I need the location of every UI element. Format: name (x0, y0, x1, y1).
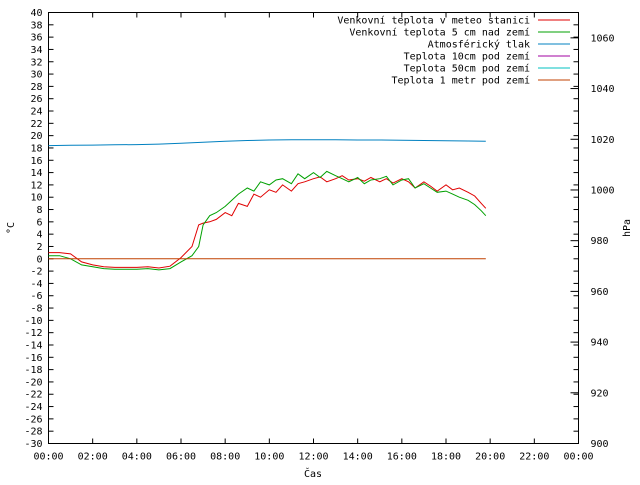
y-tick-label: -22 (24, 390, 42, 401)
y-tick-label: -20 (24, 377, 42, 388)
x-tick-label: 06:00 (166, 452, 196, 463)
x-tick-label: 10:00 (254, 452, 284, 463)
x-tick-label: 12:00 (298, 452, 328, 463)
y-tick-label: -8 (30, 304, 42, 315)
y2-tick-label: 1020 (591, 135, 615, 146)
series-line-venkovni-teplota-v-meteo-stanici (48, 175, 487, 269)
x-tick-label: 00:00 (563, 452, 593, 463)
series-line-atmosfericky-tlak (48, 139, 486, 147)
y-tick-label: 28 (30, 82, 42, 93)
y-tick-label: 40 (30, 8, 42, 19)
y2-tick-label: 920 (591, 388, 609, 399)
x-axis-label: Čas (304, 467, 322, 480)
y-tick-label: -6 (30, 291, 42, 302)
y-tick-label: -18 (24, 365, 42, 376)
y-tick-label: 38 (30, 20, 42, 31)
y2-tick-label: 960 (591, 287, 609, 298)
y-tick-label: -16 (24, 353, 42, 364)
y2-tick-label: 980 (591, 236, 609, 247)
legend-label: Venkovní teplota 5 cm nad zemí (349, 27, 530, 39)
x-tick-label: 20:00 (475, 452, 505, 463)
legend-label: Atmosférický tlak (428, 39, 530, 51)
legend-label: Venkovní teplota v meteo stanici (337, 15, 530, 27)
y2-axis: 900 920 940 960 980 1000 1020 1040 1060 (570, 33, 615, 450)
x-tick-label: 18:00 (431, 452, 461, 463)
y-tick-label: 18 (30, 143, 42, 154)
series-lines (48, 139, 487, 271)
y-tick-label: 8 (36, 205, 42, 216)
x-tick-label: 22:00 (519, 452, 549, 463)
series-line-venkovni-teplota-5-cm-nad-zemi (48, 170, 487, 271)
y-tick-label: -28 (24, 427, 42, 438)
x-tick-label: 02:00 (78, 452, 108, 463)
y-tick-label: 34 (30, 45, 42, 56)
y-tick-label: 24 (30, 107, 42, 118)
x-tick-label: 00:00 (33, 452, 63, 463)
y-tick-label: -10 (24, 316, 42, 327)
y-tick-label: -14 (24, 340, 42, 351)
x-tick-label: 14:00 (343, 452, 373, 463)
y-tick-label: -4 (30, 279, 42, 290)
y-tick-label: -12 (24, 328, 42, 339)
x-tick-label: 16:00 (387, 452, 417, 463)
y2-tick-label: 1060 (591, 33, 615, 44)
legend-label: Teplota 1 metr pod zemí (392, 75, 530, 87)
y-tick-label: 2 (36, 242, 42, 253)
y-tick-label: 26 (30, 94, 42, 105)
y-tick-label: 22 (30, 119, 42, 130)
y-tick-label: 16 (30, 156, 42, 167)
legend: Venkovní teplota v meteo staniciVenkovní… (337, 15, 570, 87)
y-tick-label: 14 (30, 168, 42, 179)
y2-tick-label: 1000 (591, 185, 615, 196)
y-axis: -30-28-26-24-22-20-18-16-14-12-10-8-6-4-… (24, 8, 579, 450)
legend-label: Teplota 50cm pod zemí (404, 63, 530, 75)
y-tick-label: 20 (30, 131, 42, 142)
legend-label: Teplota 10cm pod zemí (404, 51, 530, 63)
x-tick-label: 04:00 (122, 452, 152, 463)
y-tick-label: -30 (24, 439, 42, 450)
y-tick-label: 4 (36, 230, 42, 241)
y2-tick-label: 940 (591, 338, 609, 349)
y-tick-label: -2 (30, 267, 42, 278)
y-tick-label: 12 (30, 180, 42, 191)
y-tick-label: 0 (36, 254, 42, 265)
y-tick-label: -26 (24, 414, 42, 425)
y-tick-label: -24 (24, 402, 42, 413)
y-tick-label: 36 (30, 33, 42, 44)
x-tick-label: 08:00 (210, 452, 240, 463)
y-tick-label: 32 (30, 57, 42, 68)
y2-axis-label: hPa (622, 219, 633, 237)
y-tick-label: 6 (36, 217, 42, 228)
y-tick-label: 10 (30, 193, 42, 204)
y2-tick-label: 900 (591, 439, 609, 450)
y2-tick-label: 1040 (591, 84, 615, 95)
y-tick-label: 30 (30, 70, 42, 81)
x-axis: 00:00 02:00 04:00 06:00 08:00 10:00 12:00 14:00… (33, 12, 594, 463)
y-axis-label: °C (6, 222, 17, 234)
